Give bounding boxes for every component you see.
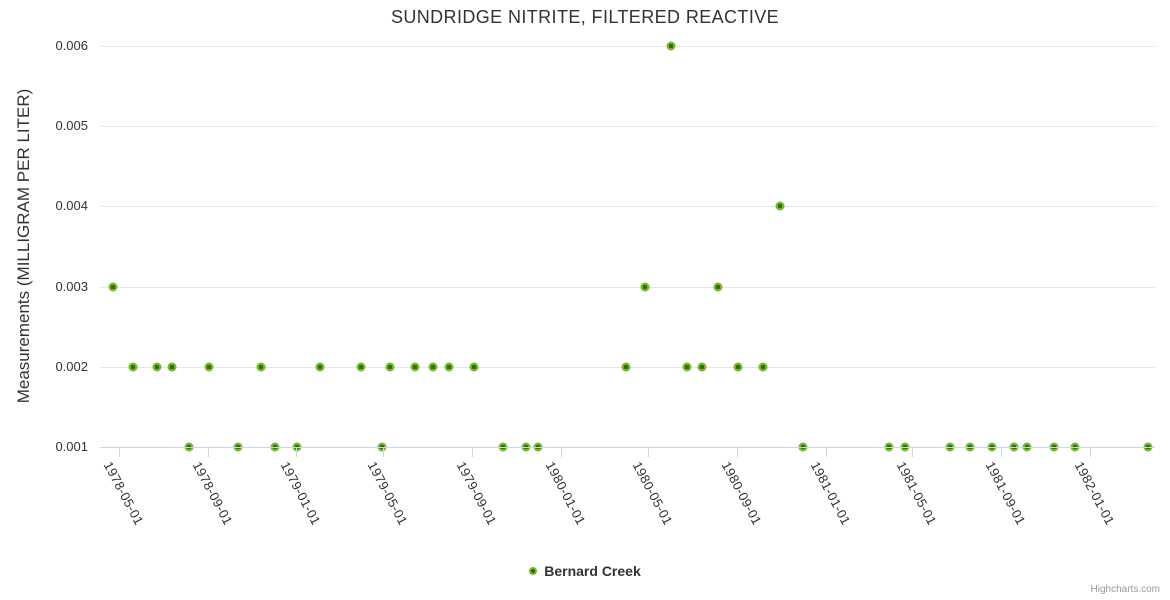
data-point-marker[interactable]	[758, 362, 768, 372]
data-point-marker[interactable]	[356, 362, 366, 372]
plot-area	[100, 41, 1155, 452]
y-axis-tick-label: 0.003	[55, 278, 88, 294]
series-marker-icon	[529, 567, 538, 575]
x-axis-tick-mark	[472, 447, 474, 457]
y-axis-tick-label: 0.001	[55, 439, 88, 454]
data-point-marker[interactable]	[666, 41, 676, 51]
data-point-marker[interactable]	[428, 362, 438, 372]
x-axis-tick-label: 1982-01-01	[1071, 459, 1118, 528]
x-axis-tick-mark	[296, 447, 298, 457]
data-point-marker[interactable]	[682, 362, 691, 372]
data-point-marker[interactable]	[621, 362, 631, 372]
x-axis-tick-label: 1979-01-01	[277, 459, 324, 528]
x-axis-tick-label: 1979-09-01	[453, 459, 500, 528]
highcharts-credits-link[interactable]: Highcharts.com	[1090, 584, 1160, 595]
data-point-marker[interactable]	[204, 362, 214, 372]
x-axis-tick-mark	[1089, 447, 1091, 457]
x-axis-tick-mark	[825, 447, 827, 457]
x-axis-tick-mark	[737, 447, 739, 457]
legend-item-bernard-creek[interactable]: Bernard Creek	[529, 563, 641, 579]
gridline	[100, 206, 1155, 208]
data-point-marker[interactable]	[469, 362, 479, 372]
data-point-marker[interactable]	[152, 362, 162, 372]
x-axis-tick-label: 1978-05-01	[100, 459, 147, 528]
data-point-marker[interactable]	[733, 362, 743, 372]
x-axis-tick-label: 1980-01-01	[542, 459, 589, 528]
data-point-marker[interactable]	[775, 201, 785, 211]
x-axis-tick-mark	[207, 447, 209, 457]
y-axis-tick-label: 0.002	[55, 358, 88, 374]
x-axis-tick-label: 1981-01-01	[807, 459, 854, 528]
y-axis-tick-label: 0.006	[55, 38, 88, 53]
x-axis-tick-label: 1979-05-01	[364, 459, 411, 528]
x-axis-tick-mark	[1001, 447, 1003, 457]
x-axis-line	[100, 447, 1155, 448]
data-point-marker[interactable]	[315, 362, 325, 372]
x-axis-tick-mark	[118, 447, 120, 457]
x-axis-tick-label: 1981-05-01	[894, 459, 941, 528]
x-axis-tick-mark	[912, 447, 914, 457]
x-axis-tick-mark	[383, 447, 385, 457]
data-point-marker[interactable]	[128, 362, 138, 372]
data-point-marker[interactable]	[444, 362, 454, 372]
x-axis-tick-label: 1978-09-01	[189, 459, 236, 528]
y-axis-title: Measurements (MILLIGRAM PER LITER)	[14, 88, 33, 404]
x-axis-tick-label: 1981-09-01	[983, 459, 1030, 528]
gridline	[100, 126, 1155, 128]
chart-title: SUNDRIDGE NITRITE, FILTERED REACTIVE	[390, 7, 780, 27]
data-point-marker[interactable]	[713, 282, 723, 292]
gridline	[100, 286, 1155, 288]
x-axis-tick-label: 1980-05-01	[629, 459, 676, 528]
y-axis-tick-label: 0.005	[55, 118, 88, 134]
data-point-marker[interactable]	[108, 282, 118, 292]
data-point-marker[interactable]	[167, 362, 177, 372]
legend-label: Bernard Creek	[544, 563, 641, 579]
gridline	[100, 46, 1155, 47]
x-axis-tick-label: 1980-09-01	[718, 459, 765, 528]
x-axis-tick-mark	[648, 447, 650, 457]
y-axis-tick-label: 0.004	[55, 198, 88, 214]
data-point-marker[interactable]	[385, 362, 395, 372]
legend: Bernard Creek	[0, 563, 1170, 579]
data-point-marker[interactable]	[697, 362, 707, 372]
data-point-marker[interactable]	[256, 362, 266, 372]
x-axis-tick-mark	[560, 447, 562, 457]
data-point-marker[interactable]	[410, 362, 420, 372]
data-point-marker[interactable]	[640, 282, 650, 292]
